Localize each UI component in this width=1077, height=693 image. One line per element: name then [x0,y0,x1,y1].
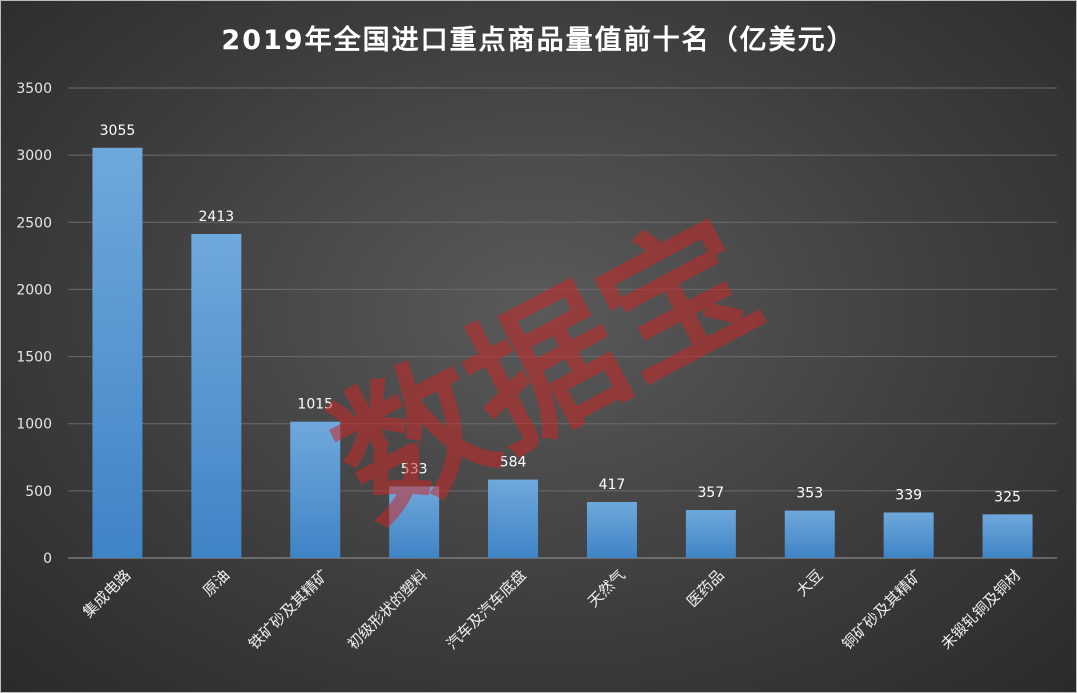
data-label: 325 [994,489,1021,505]
data-label: 417 [599,477,626,493]
x-tick-label: 铁矿砂及其精矿 [245,566,332,653]
bar-8 [883,512,934,558]
x-tick-label: 初级形状的塑料 [344,566,431,653]
bar-5 [586,502,637,558]
data-label: 2413 [199,209,235,225]
bar-3 [389,486,440,558]
data-label: 584 [500,455,527,471]
data-label: 339 [895,487,922,503]
bar-7 [784,510,835,558]
x-tick-label: 未锻轧铜及铜材 [937,566,1024,653]
bar-2 [290,421,341,558]
x-tick-label: 铜矿砂及其精矿 [838,566,925,653]
data-label: 1015 [297,397,333,413]
x-tick-label: 医药品 [683,566,728,611]
x-tick-label: 原油 [199,566,233,600]
bar-1 [191,233,242,558]
x-tick-label: 汽车及汽车底盘 [443,566,530,653]
y-tick-label: 0 [43,551,52,567]
y-tick-label: 3000 [16,148,52,164]
data-label: 357 [697,485,724,501]
x-tick-label: 集成电路 [79,566,134,621]
bar-9 [982,514,1033,558]
bar-6 [685,510,736,558]
bar-4 [488,479,539,558]
x-tick-label: 大豆 [793,566,827,600]
data-label: 533 [401,461,428,477]
y-tick-label: 1500 [16,350,52,366]
x-tick-label: 天然气 [584,566,629,611]
chart-title: 2019年全国进口重点商品量值前十名（亿美元） [221,25,856,56]
y-tick-label: 3500 [16,81,52,97]
data-label: 3055 [100,123,136,139]
bar-0 [92,147,143,558]
y-tick-label: 1000 [16,417,52,433]
y-tick-label: 500 [25,484,52,500]
data-label: 353 [796,486,823,502]
y-tick-label: 2500 [16,215,52,231]
y-tick-label: 2000 [16,282,52,298]
